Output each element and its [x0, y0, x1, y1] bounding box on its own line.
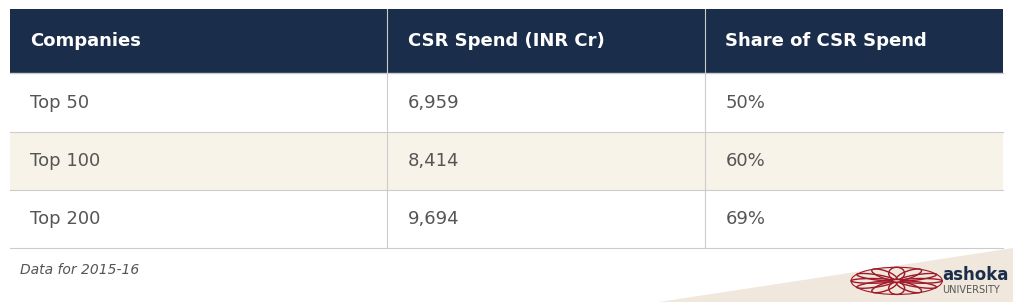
Text: Top 100: Top 100	[31, 152, 100, 169]
FancyBboxPatch shape	[387, 190, 706, 248]
FancyBboxPatch shape	[387, 73, 706, 132]
FancyBboxPatch shape	[706, 73, 1004, 132]
Text: 9,694: 9,694	[408, 210, 460, 228]
FancyBboxPatch shape	[10, 73, 387, 132]
Polygon shape	[658, 248, 1013, 302]
Text: UNIVERSITY: UNIVERSITY	[942, 285, 1000, 295]
Text: 69%: 69%	[725, 210, 765, 228]
Text: Share of CSR Spend: Share of CSR Spend	[725, 32, 927, 50]
FancyBboxPatch shape	[706, 132, 1004, 190]
FancyBboxPatch shape	[706, 9, 1004, 73]
Text: 6,959: 6,959	[408, 94, 460, 111]
Text: Companies: Companies	[31, 32, 141, 50]
FancyBboxPatch shape	[10, 9, 387, 73]
Text: CSR Spend (INR Cr): CSR Spend (INR Cr)	[408, 32, 604, 50]
Text: 8,414: 8,414	[408, 152, 459, 169]
FancyBboxPatch shape	[387, 132, 706, 190]
FancyBboxPatch shape	[706, 190, 1004, 248]
Text: Top 200: Top 200	[31, 210, 100, 228]
Text: 60%: 60%	[725, 152, 765, 169]
Text: 50%: 50%	[725, 94, 765, 111]
Text: ashoka: ashoka	[942, 266, 1009, 284]
Text: Top 50: Top 50	[31, 94, 89, 111]
Text: Data for 2015-16: Data for 2015-16	[20, 263, 139, 277]
FancyBboxPatch shape	[387, 9, 706, 73]
FancyBboxPatch shape	[10, 132, 387, 190]
FancyBboxPatch shape	[10, 190, 387, 248]
